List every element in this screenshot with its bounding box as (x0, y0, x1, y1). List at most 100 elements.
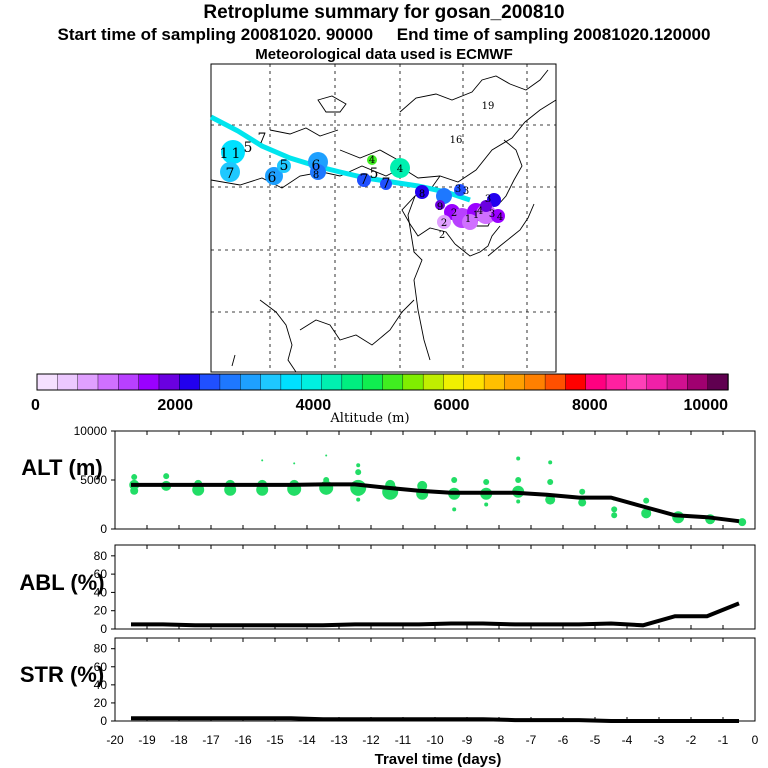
alt-scatter-point (356, 463, 361, 468)
colorbar-cell (524, 373, 546, 391)
plot-title: Retroplume summary for gosan_200810 (203, 2, 565, 23)
plume-cluster-circle (491, 209, 505, 223)
alt-scatter-point (451, 477, 458, 483)
sampling-times: Start time of sampling 20081020. 90000 E… (0, 25, 768, 45)
x-tick-label: -9 (462, 733, 473, 747)
plume-cluster-circle (310, 164, 326, 180)
colorbar-cell (138, 373, 160, 391)
str-line (131, 716, 739, 723)
x-tick-label: -11 (395, 733, 412, 747)
alt-scatter-point (261, 459, 264, 462)
colorbar-tick-label: 10000 (684, 397, 729, 414)
x-tick-label: -16 (234, 733, 252, 747)
y-tick-label: 60 (94, 567, 108, 581)
y-tick-label: 0 (100, 714, 107, 728)
plume-cluster-circle (435, 200, 445, 210)
x-axis-label: Travel time (days) (375, 751, 502, 768)
alt-scatter-point (516, 499, 521, 504)
alt-scatter-point (483, 478, 490, 485)
end-time-label: End time of sampling 20081020.120000 (396, 25, 711, 44)
map-day-label: 7 (226, 166, 235, 182)
x-tick-label: -10 (426, 733, 444, 747)
alt-panel: ALT (m) 0 5000 10000 (21, 424, 756, 536)
map-day-label: 3 (455, 184, 461, 195)
y-tick-label: 0 (100, 522, 107, 536)
x-axis-ticks: -20 -19 -18 -17 -16 -15 -14 -13 -12 -11 -10 -9 -8 -7-… (106, 733, 758, 747)
map-day-label: 7 (258, 131, 267, 147)
abl-panel-label: ABL (%) (19, 570, 104, 595)
colorbar-cell (260, 373, 282, 391)
abl-line (131, 601, 740, 628)
colorbar-cell (483, 373, 506, 391)
x-tick-label: 0 (752, 733, 759, 747)
colorbar-cell (179, 373, 201, 391)
x-tick-label: -13 (330, 733, 348, 747)
colorbar-cell (687, 373, 709, 391)
colorbar-label: Altitude (m) (329, 411, 409, 426)
alt-scatter-point (355, 469, 362, 476)
x-tick-label: -19 (138, 733, 156, 747)
map-day-label: 4 (477, 206, 483, 217)
alt-scatter-point (548, 460, 553, 465)
str-panel: STR (%) 0 20 40 60 80 (20, 637, 756, 728)
colorbar-cell (626, 373, 648, 391)
x-tick-label: -20 (106, 733, 124, 747)
colorbar-cell (382, 373, 404, 391)
alt-scatter-point (643, 497, 650, 504)
map-day-label: 6 (312, 158, 321, 174)
colorbar-cell (402, 373, 424, 391)
plume-cluster-circle (277, 159, 291, 173)
colorbar-cell (504, 373, 526, 391)
colorbar-cell (219, 373, 241, 391)
alt-mean-line (131, 482, 740, 524)
alt-scatter-point (293, 462, 296, 465)
colorbar-cell (646, 373, 668, 391)
map-day-label: 7 (360, 172, 369, 188)
colorbar-cell (605, 373, 628, 391)
colorbar-cell (443, 373, 465, 391)
plume-cluster-circle (454, 184, 466, 196)
map-day-label: 2 (451, 208, 457, 219)
y-tick-label: 10000 (74, 424, 108, 438)
colorbar-cell (199, 373, 221, 391)
colorbar-tick-label: 4000 (296, 397, 332, 414)
str-y-ticks: 0 20 40 60 80 (94, 638, 756, 728)
map-day-label: 5 (370, 166, 379, 182)
x-tick-label: -12 (362, 733, 380, 747)
map-day-label: 3 (489, 209, 495, 220)
y-tick-label: 40 (94, 585, 108, 599)
plume-cluster-circle (357, 173, 371, 187)
map-day-label: 3 (463, 186, 469, 197)
x-tick-label: -15 (266, 733, 284, 747)
map-day-label: 19 (482, 101, 495, 112)
plume-cluster-circle (437, 215, 451, 229)
colorbar-tick-label: 6000 (434, 397, 470, 414)
alt-scatter-point (611, 512, 618, 519)
alt-scatter-point (484, 502, 489, 507)
alt-panel-label: ALT (m) (21, 455, 102, 480)
alt-scatter-point (516, 456, 521, 461)
colorbar-cell (57, 373, 79, 391)
plume-cluster-circle (390, 158, 410, 178)
colorbar-cell (666, 373, 689, 391)
alt-scatter-point (131, 474, 138, 481)
met-data-label: Meteorological data used is ECMWF (255, 46, 513, 63)
altitude-colorbar: 0 2000 4000 6000 8000 10000 Altitude (m) (31, 373, 729, 426)
plume-cluster-circle (265, 167, 283, 185)
y-tick-label: 80 (94, 642, 108, 656)
y-tick-label: 80 (94, 549, 108, 563)
colorbar-cell (422, 373, 445, 391)
str-panel-frame (114, 637, 756, 722)
alt-scatter-point (325, 454, 328, 457)
colorbar-cell (97, 373, 119, 391)
map-day-label: 2 (441, 218, 447, 229)
alt-scatter-point (547, 478, 554, 485)
map-day-label: 2 (439, 230, 445, 241)
alt-panel-frame (114, 430, 756, 530)
colorbar-cell (321, 373, 343, 391)
plume-cluster-circle (221, 140, 245, 164)
colorbar-cell (301, 373, 323, 391)
x-tick-label: -18 (170, 733, 188, 747)
map-day-label: 1 (465, 214, 471, 225)
